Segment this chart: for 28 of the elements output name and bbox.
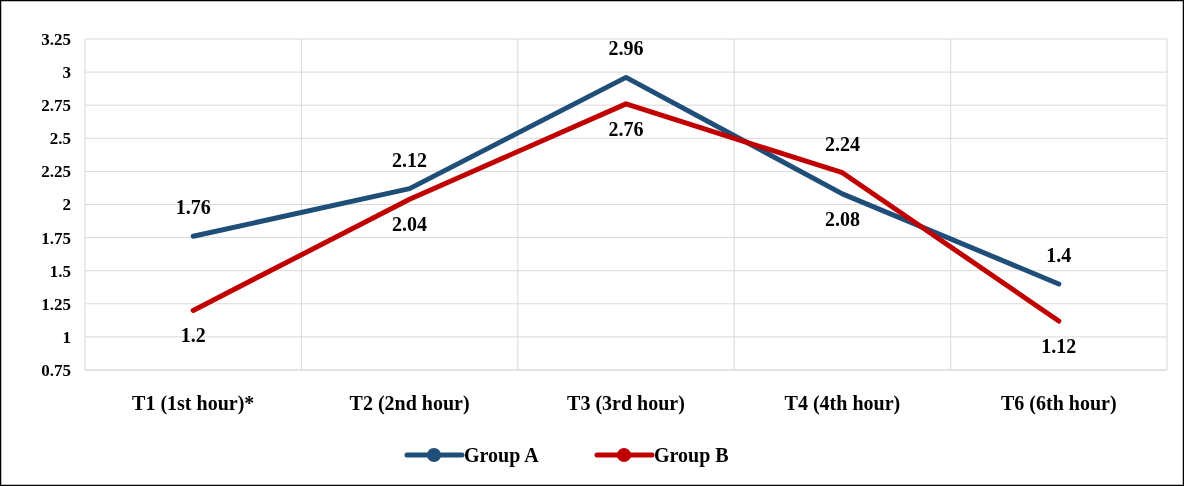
legend-label: Group A: [464, 444, 540, 467]
y-tick-label: 3: [62, 63, 71, 83]
data-label: 2.12: [392, 148, 428, 171]
x-tick-label: T1 (1st hour)*: [132, 392, 255, 415]
x-tick-label: T4 (4th hour): [784, 392, 901, 415]
data-label: 2.24: [824, 132, 860, 155]
data-label: 1.4: [1046, 243, 1072, 266]
data-label: 2.76: [608, 117, 644, 140]
x-tick-label: T2 (2nd hour): [349, 392, 470, 415]
x-tick-label: T6 (6th hour): [1001, 392, 1117, 415]
y-tick-label: 0.75: [41, 360, 71, 380]
data-label: 2.08: [824, 207, 860, 230]
y-tick-label: 2.5: [49, 129, 71, 149]
y-tick-label: 1.75: [41, 228, 71, 248]
data-label: 2.96: [608, 37, 644, 60]
y-tick-label: 3.25: [41, 29, 71, 49]
y-tick-label: 1: [62, 327, 71, 347]
y-tick-label: 2.75: [41, 96, 71, 116]
y-tick-label: 1.25: [41, 294, 71, 314]
data-label: 1.2: [180, 324, 206, 347]
x-tick-label: T3 (3rd hour): [567, 392, 685, 415]
y-tick-label: 2.25: [41, 162, 71, 182]
data-label: 2.04: [392, 213, 428, 236]
legend-label: Group B: [654, 444, 729, 467]
y-tick-label: 2: [62, 195, 71, 215]
data-label: 1.76: [175, 196, 211, 219]
data-label: 1.12: [1041, 335, 1077, 358]
y-tick-label: 1.5: [49, 261, 71, 281]
